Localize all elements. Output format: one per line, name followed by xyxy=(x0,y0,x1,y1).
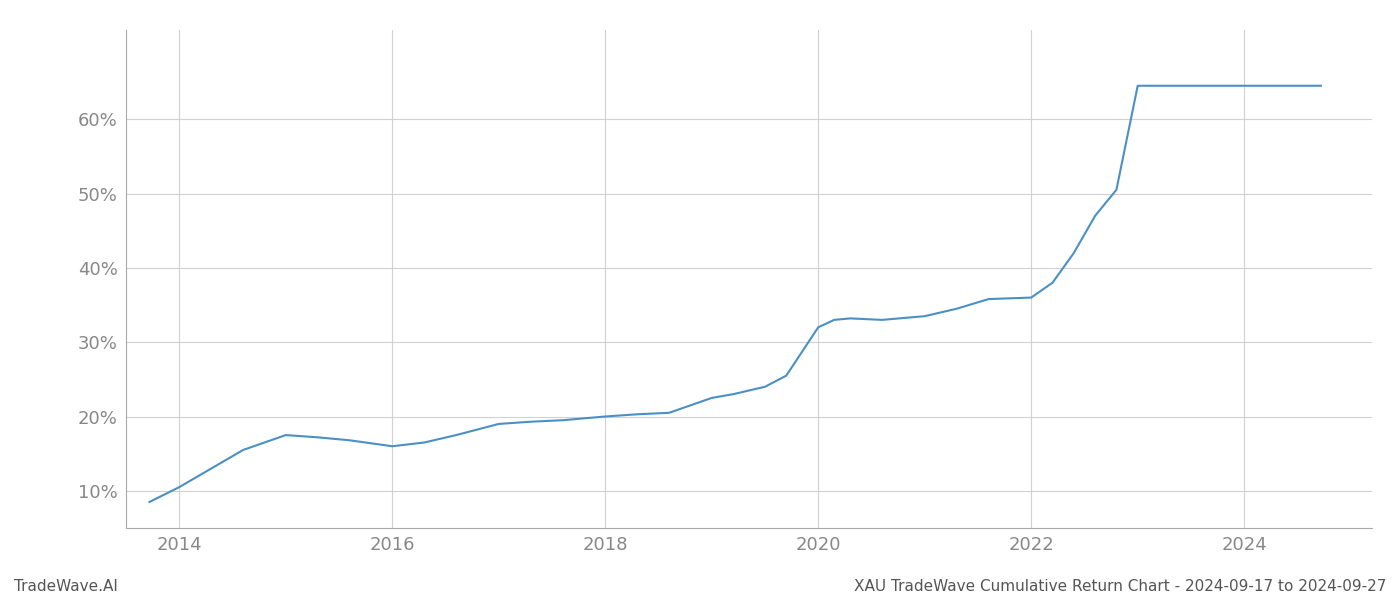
Text: XAU TradeWave Cumulative Return Chart - 2024-09-17 to 2024-09-27: XAU TradeWave Cumulative Return Chart - … xyxy=(854,579,1386,594)
Text: TradeWave.AI: TradeWave.AI xyxy=(14,579,118,594)
